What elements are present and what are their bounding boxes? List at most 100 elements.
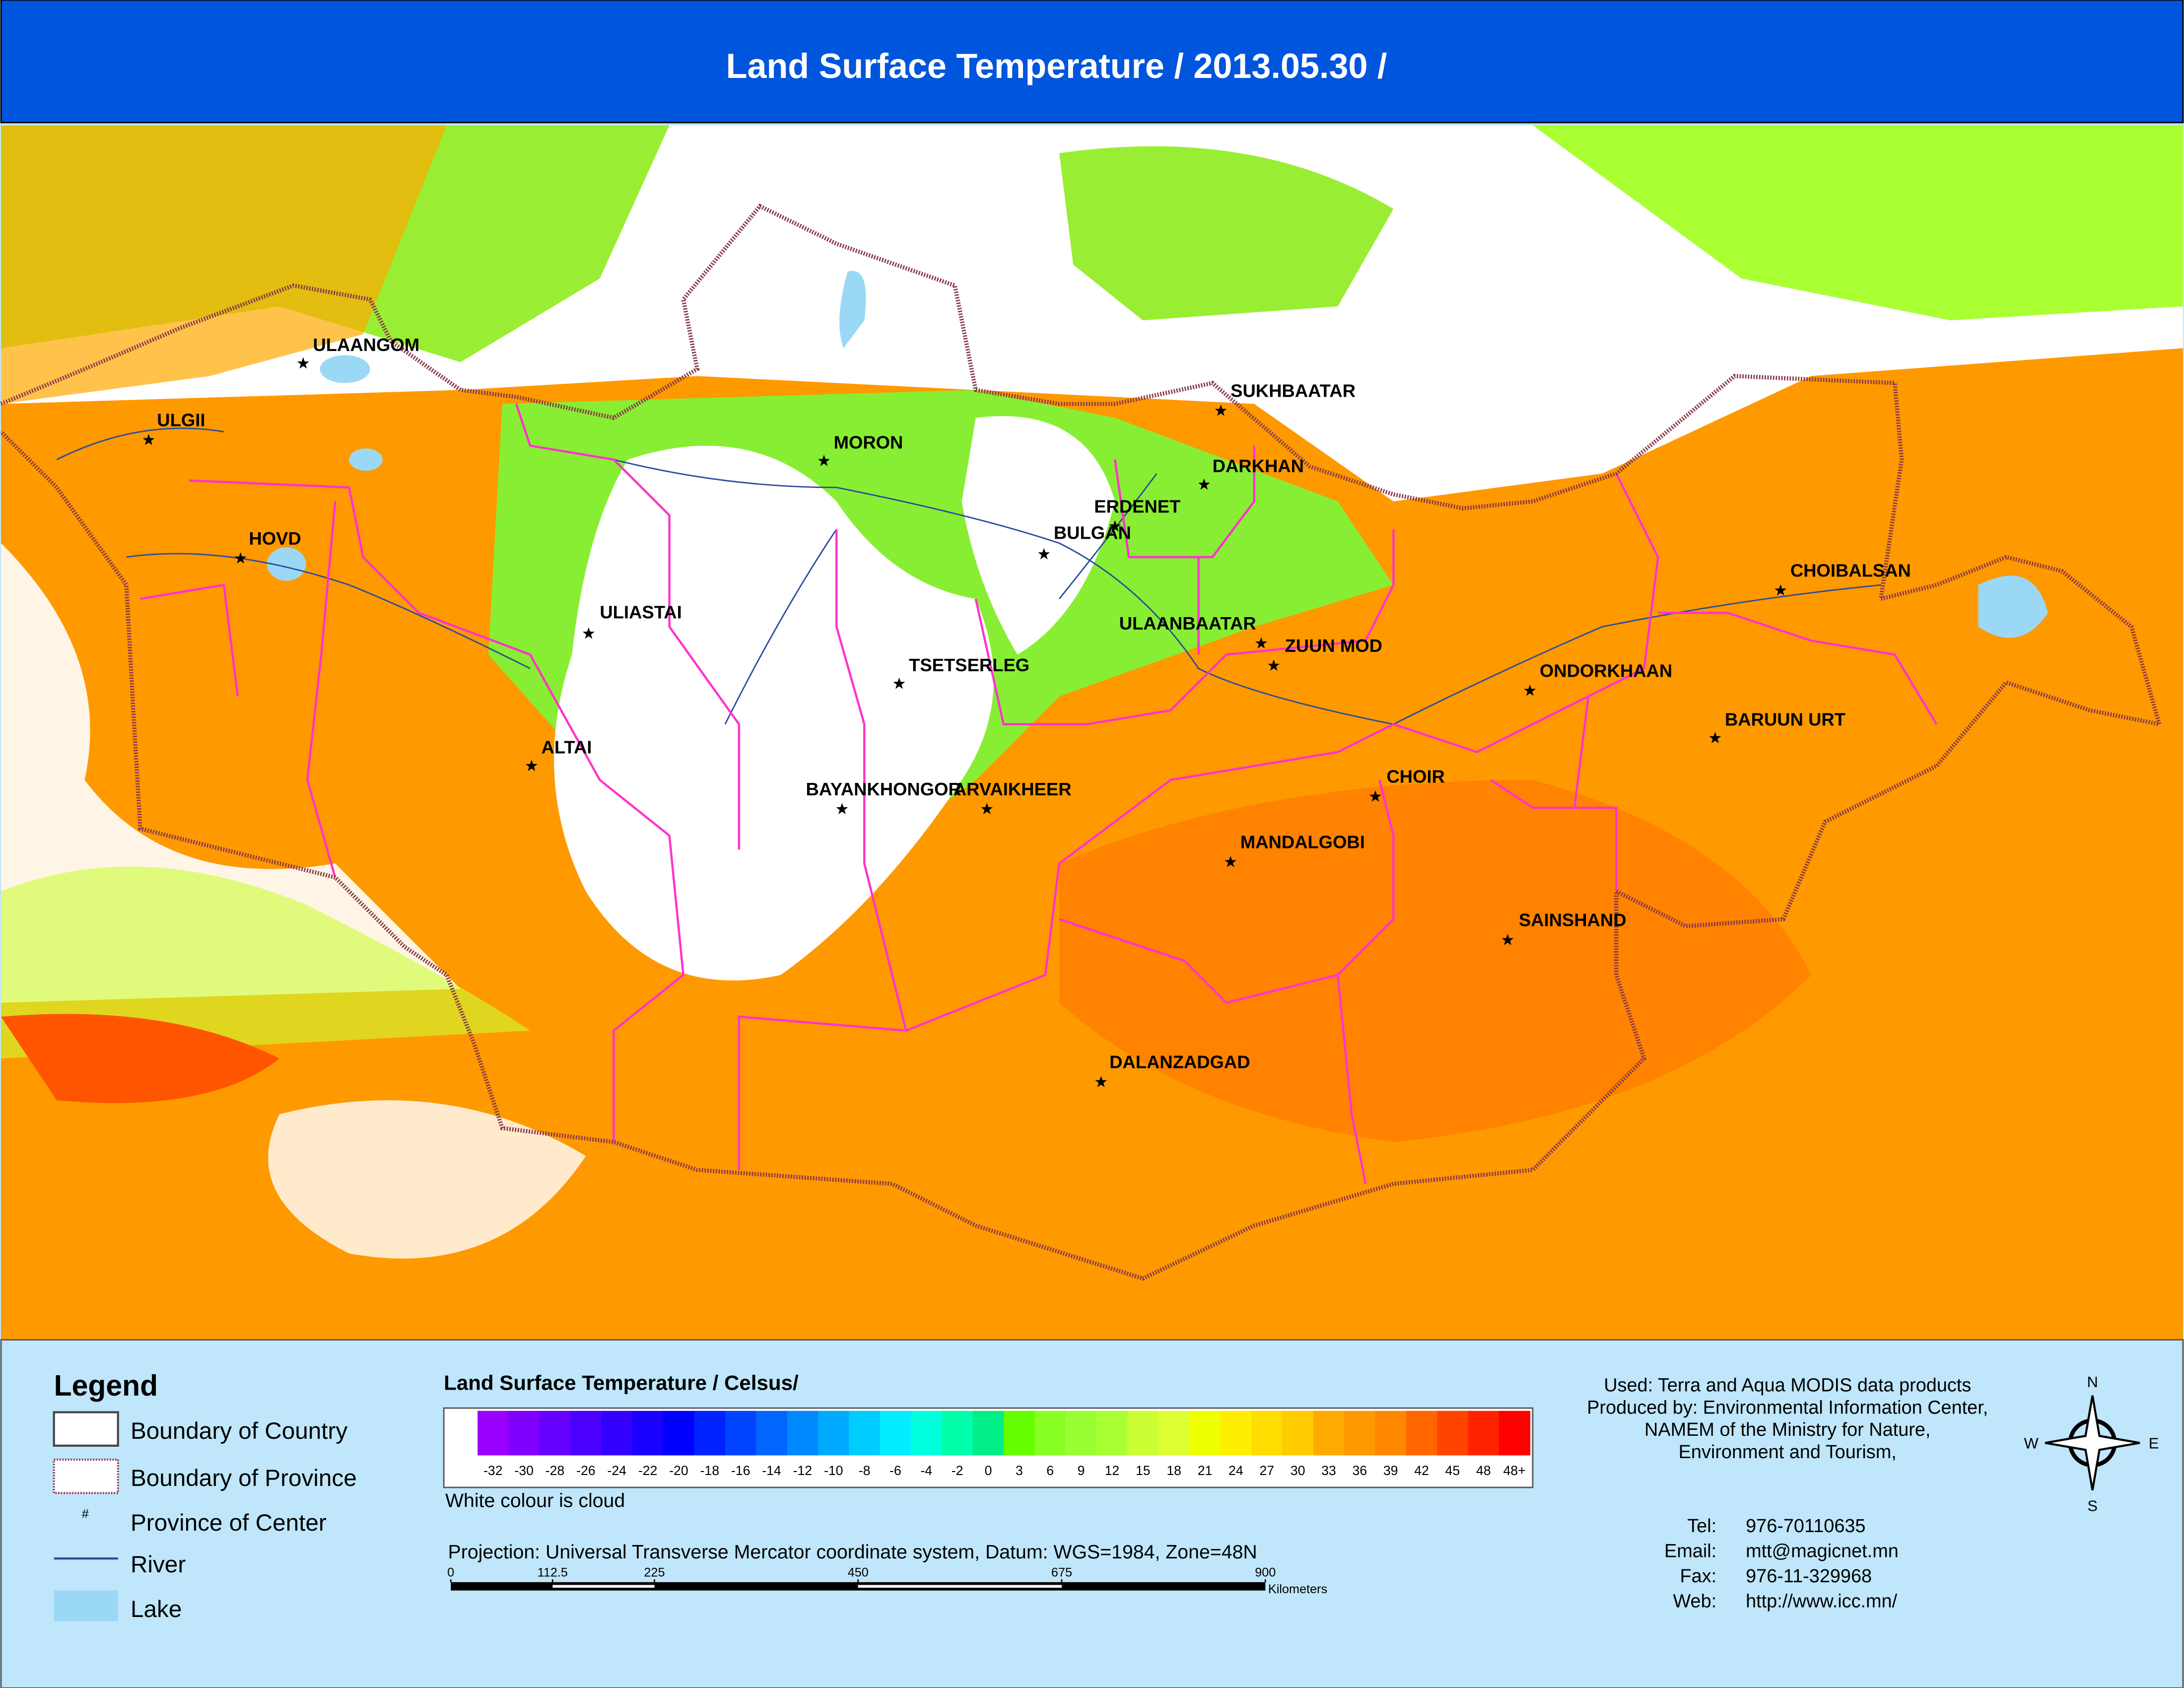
- contact-value: mtt@magicnet.mn: [1746, 1541, 1899, 1561]
- credit-line: Used: Terra and Aqua MODIS data products: [1604, 1375, 1971, 1396]
- scale-label: 0: [447, 1566, 454, 1580]
- colorbar-cell: [787, 1410, 819, 1456]
- city-label: ULIASTAI: [600, 602, 682, 623]
- contact-label: Fax:: [1680, 1566, 1717, 1587]
- colorbar-cell: [1127, 1410, 1159, 1456]
- credit-line: Produced by: Environmental Information C…: [1587, 1397, 1988, 1418]
- city-marker: [1255, 637, 1267, 649]
- city-label: TSETSERLEG: [909, 655, 1029, 675]
- colorbar-label: 30: [1291, 1463, 1305, 1478]
- colorbar-label: 48+: [1503, 1463, 1525, 1478]
- vegetation-n: [1059, 146, 1394, 321]
- scale-label: 900: [1255, 1566, 1276, 1580]
- map: [0, 125, 2183, 1340]
- lake: [349, 448, 383, 471]
- colorbar-cell: [1189, 1410, 1221, 1456]
- city-label: MORON: [834, 432, 903, 452]
- scale-label: 112.5: [538, 1566, 568, 1580]
- city-marker: [297, 357, 309, 369]
- lake: [267, 547, 306, 581]
- colorbar-cell: [508, 1410, 540, 1456]
- city-marker: [1709, 732, 1721, 744]
- colorbar-cell: [1220, 1410, 1252, 1456]
- cloud-south: [268, 1100, 586, 1259]
- colorbar-cell: [1004, 1410, 1035, 1456]
- colorbar-cell: [1344, 1410, 1376, 1456]
- colorbar-label: -12: [793, 1463, 813, 1478]
- colorbar-label: -8: [859, 1463, 871, 1478]
- hot-gobi: [1059, 779, 1811, 1142]
- legend-label: Province of Center: [131, 1510, 327, 1536]
- city-marker: [1215, 404, 1227, 416]
- city-marker: [893, 677, 905, 689]
- colorbar-cell: [1158, 1410, 1190, 1456]
- credit-line: Environment and Tourism,: [1679, 1442, 1897, 1463]
- scale-segment: [858, 1585, 1062, 1588]
- colorbar-label: 39: [1383, 1463, 1398, 1478]
- city-label: BARUUN URT: [1725, 709, 1845, 730]
- city-label: SUKHBAATAR: [1230, 381, 1356, 401]
- colorbar-cell: [1499, 1410, 1531, 1456]
- colorbar-cell: [911, 1410, 943, 1456]
- colorbar-cell: [1406, 1410, 1438, 1456]
- colorbar-cell: [570, 1410, 602, 1456]
- city-label: DARKHAN: [1213, 456, 1304, 476]
- colorbar-label: 15: [1136, 1463, 1151, 1478]
- compass-e: E: [2149, 1434, 2159, 1452]
- city-label: ULAANGOM: [313, 335, 419, 355]
- city-label: DALANZADGAD: [1109, 1052, 1250, 1072]
- legend-label: River: [131, 1551, 186, 1578]
- colorbar-cell: [601, 1410, 633, 1456]
- colorbar-label: 18: [1166, 1463, 1181, 1478]
- colorbar-label: 12: [1105, 1463, 1120, 1478]
- colorbar-label: 3: [1016, 1463, 1023, 1478]
- scale-label: 450: [848, 1566, 869, 1580]
- contact-label: Tel:: [1687, 1516, 1716, 1537]
- colorbar-label: 36: [1352, 1463, 1367, 1478]
- city-marker: [1109, 520, 1121, 532]
- colorbar-cell: [1437, 1410, 1469, 1456]
- colorbar-title: Land Surface Temperature / Celsus/: [444, 1371, 799, 1395]
- colorbar-note: White colour is cloud: [445, 1489, 625, 1511]
- colorbar-label: -20: [669, 1463, 688, 1478]
- city-label: BAYANKHONGOR: [806, 779, 961, 799]
- colorbar-label: 42: [1414, 1463, 1429, 1478]
- city-label: ZUUN MOD: [1285, 635, 1382, 656]
- colorbar-cell: [880, 1410, 911, 1456]
- bottom-panel: [0, 1339, 2184, 1688]
- legend-label: Boundary of Country: [131, 1418, 347, 1444]
- colorbar-label: -4: [920, 1463, 932, 1478]
- city-marker: [1268, 659, 1280, 671]
- contact-value: 976-11-329968: [1746, 1566, 1872, 1587]
- colorbar-label: -30: [514, 1463, 534, 1478]
- city-label: HOVD: [249, 528, 301, 549]
- colorbar-label: -14: [762, 1463, 781, 1478]
- city-marker: [1369, 790, 1381, 802]
- title: Land Surface Temperature / 2013.05.30 /: [726, 47, 1387, 85]
- colorbar-cell: [818, 1410, 850, 1456]
- colorbar-label: 6: [1046, 1463, 1054, 1478]
- colorbar-label: -10: [824, 1463, 843, 1478]
- colorbar-label: 9: [1078, 1463, 1085, 1478]
- rivers: [56, 427, 1881, 725]
- city-marker: [1502, 933, 1514, 945]
- compass-n: N: [2087, 1373, 2098, 1391]
- colorbar-label: -18: [700, 1463, 720, 1478]
- scale-segment: [552, 1585, 655, 1588]
- city-marker: [818, 454, 830, 466]
- legend-swatch: [53, 1411, 119, 1447]
- colorbar-label: -6: [889, 1463, 901, 1478]
- title-bar: [0, 0, 2184, 124]
- colorbar-label: -24: [607, 1463, 626, 1478]
- colorbar-label: 24: [1228, 1463, 1243, 1478]
- city-label: ERDENET: [1094, 496, 1180, 516]
- province-boundaries: [140, 403, 1938, 1184]
- city-marker: [582, 627, 595, 639]
- contact-value: 976-70110635: [1746, 1516, 1865, 1537]
- colorbar-label: -22: [638, 1463, 658, 1478]
- vegetation-ne: [1532, 125, 2183, 321]
- warm-nw: [1, 125, 447, 404]
- city-marker: [836, 803, 848, 815]
- country-boundary: [0, 203, 2163, 1281]
- legend-label: Boundary of Province: [131, 1465, 357, 1491]
